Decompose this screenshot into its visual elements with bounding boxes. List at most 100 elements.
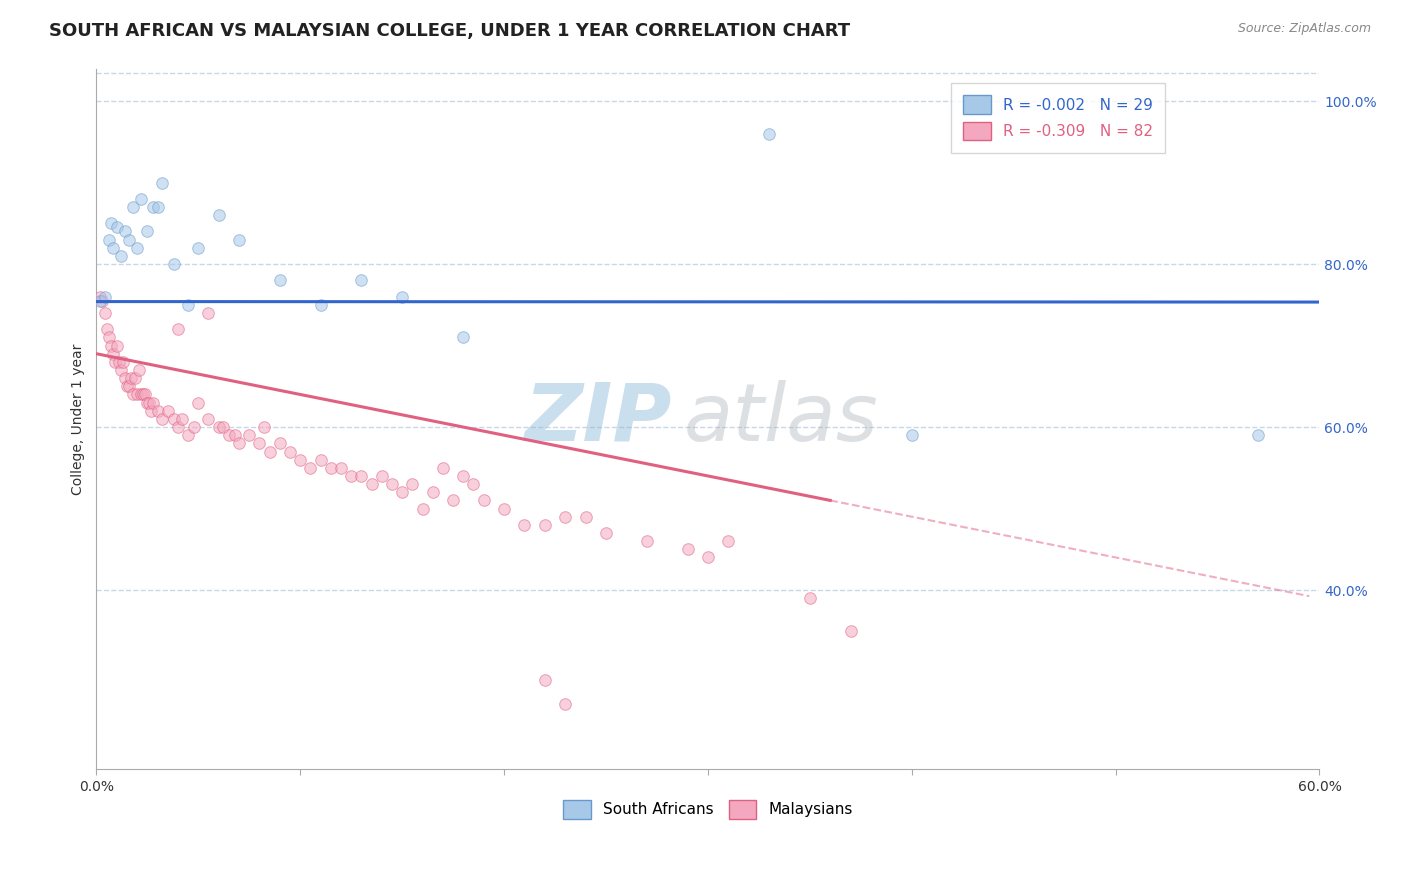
Point [319, 460, 342, 475]
Point [134, 387, 156, 401]
Point [252, 420, 274, 434]
Point [136, 225, 159, 239]
Point [259, 444, 281, 458]
Point [533, 517, 555, 532]
Point [340, 469, 363, 483]
Point [104, 355, 127, 369]
Point [150, 412, 173, 426]
Point [100, 216, 122, 230]
Point [1247, 428, 1270, 442]
Point [224, 428, 246, 442]
Point [97, 233, 120, 247]
Point [554, 697, 576, 711]
Point [129, 387, 152, 401]
Point [554, 509, 576, 524]
Point [309, 452, 332, 467]
Point [89, 290, 111, 304]
Point [128, 363, 150, 377]
Point [208, 208, 231, 222]
Text: SOUTH AFRICAN VS MALAYSIAN COLLEGE, UNDER 1 YEAR CORRELATION CHART: SOUTH AFRICAN VS MALAYSIAN COLLEGE, UNDE… [49, 22, 851, 40]
Point [839, 624, 862, 638]
Point [105, 338, 128, 352]
Text: ZIP: ZIP [524, 380, 671, 458]
Point [758, 127, 780, 141]
Point [391, 485, 413, 500]
Point [101, 241, 124, 255]
Point [127, 387, 149, 401]
Point [183, 420, 205, 434]
Point [136, 395, 159, 409]
Point [107, 355, 129, 369]
Point [122, 387, 145, 401]
Point [218, 428, 240, 442]
Point [533, 673, 555, 687]
Point [187, 241, 209, 255]
Point [350, 469, 373, 483]
Point [228, 436, 250, 450]
Point [453, 469, 475, 483]
Point [494, 501, 516, 516]
Point [122, 200, 145, 214]
Point [96, 322, 118, 336]
Point [110, 363, 132, 377]
Point [391, 290, 413, 304]
Point [441, 493, 464, 508]
Point [187, 395, 209, 409]
Point [350, 273, 373, 287]
Point [101, 347, 124, 361]
Point [299, 460, 322, 475]
Point [118, 233, 141, 247]
Point [228, 233, 250, 247]
Point [900, 428, 922, 442]
Point [142, 200, 165, 214]
Point [676, 542, 699, 557]
Point [269, 436, 291, 450]
Point [401, 477, 423, 491]
Point [309, 298, 332, 312]
Point [129, 192, 152, 206]
Point [197, 306, 219, 320]
Point [371, 469, 394, 483]
Point [93, 290, 115, 304]
Point [278, 444, 301, 458]
Point [574, 509, 596, 524]
Point [463, 477, 485, 491]
Point [146, 403, 169, 417]
Y-axis label: College, Under 1 year: College, Under 1 year [72, 343, 86, 494]
Point [97, 330, 120, 344]
Point [124, 371, 146, 385]
Point [141, 403, 163, 417]
Point [211, 420, 233, 434]
Point [105, 220, 128, 235]
Point [91, 293, 114, 308]
Legend: South Africans, Malaysians: South Africans, Malaysians [557, 794, 859, 825]
Point [114, 225, 136, 239]
Point [636, 534, 658, 549]
Point [360, 477, 382, 491]
Point [197, 412, 219, 426]
Point [177, 298, 200, 312]
Point [696, 550, 718, 565]
Point [89, 293, 111, 308]
Point [513, 517, 536, 532]
Point [177, 428, 200, 442]
Point [150, 176, 173, 190]
Point [114, 371, 136, 385]
Point [142, 395, 165, 409]
Text: Source: ZipAtlas.com: Source: ZipAtlas.com [1237, 22, 1371, 36]
Point [453, 330, 475, 344]
Point [381, 477, 404, 491]
Point [238, 428, 260, 442]
Point [110, 249, 132, 263]
Point [472, 493, 495, 508]
Point [120, 371, 142, 385]
Point [93, 306, 115, 320]
Point [412, 501, 434, 516]
Point [330, 460, 353, 475]
Point [127, 241, 149, 255]
Point [163, 412, 186, 426]
Point [115, 379, 138, 393]
Point [269, 273, 291, 287]
Point [208, 420, 231, 434]
Point [138, 395, 160, 409]
